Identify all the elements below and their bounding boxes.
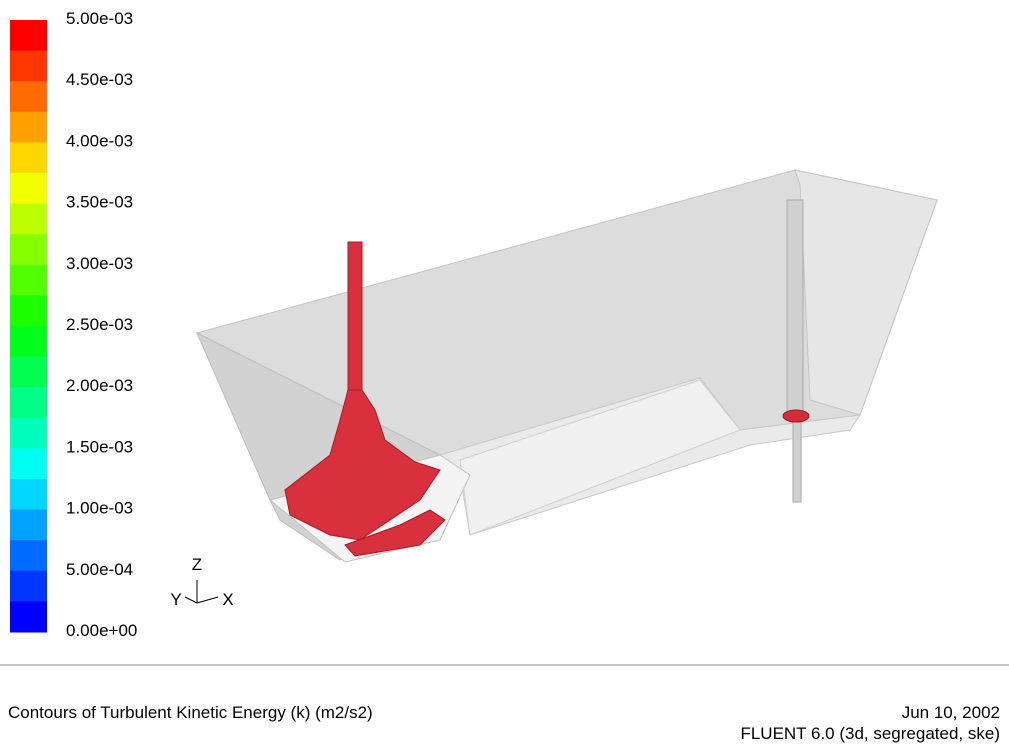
geometry bbox=[195, 169, 938, 563]
colorbar-band bbox=[10, 20, 47, 52]
plume-base bbox=[344, 509, 446, 557]
triad-label: Z bbox=[192, 555, 202, 574]
colorbar-band bbox=[10, 295, 47, 327]
colorbar-band bbox=[10, 142, 47, 174]
colorbar-label: 2.00e-03 bbox=[66, 376, 133, 395]
pipe-ring bbox=[782, 409, 810, 423]
colorbar-band bbox=[10, 203, 47, 235]
colorbar-band bbox=[10, 356, 47, 388]
colorbar-band bbox=[10, 264, 47, 296]
colorbar-band bbox=[10, 81, 47, 113]
colorbar-label: 2.50e-03 bbox=[66, 315, 133, 334]
colorbar-label: 3.00e-03 bbox=[66, 254, 133, 273]
triad: Z Y X bbox=[170, 555, 233, 609]
channel bbox=[459, 379, 741, 536]
colorbar-band bbox=[10, 173, 47, 205]
footer-solver: FLUENT 6.0 (3d, segregated, ske) bbox=[740, 724, 1000, 743]
triad-axis bbox=[196, 596, 219, 604]
colorbar-band bbox=[10, 540, 47, 572]
colorbar-label: 1.00e-03 bbox=[66, 499, 133, 518]
colorbar-band bbox=[10, 570, 47, 602]
pipe-lower bbox=[792, 419, 802, 503]
plume-stem bbox=[347, 241, 363, 393]
colorbar-label: 4.00e-03 bbox=[66, 131, 133, 150]
footer-title: Contours of Turbulent Kinetic Energy (k)… bbox=[8, 703, 373, 722]
colorbar-label: 1.50e-03 bbox=[66, 437, 133, 456]
triad-label: Y bbox=[170, 590, 181, 609]
colorbar-band bbox=[10, 111, 47, 143]
colorbar-band bbox=[10, 601, 47, 633]
colorbar-band bbox=[10, 387, 47, 419]
pipe bbox=[786, 199, 804, 416]
colorbar-label: 5.00e-03 bbox=[66, 9, 133, 28]
colorbar-band bbox=[10, 326, 47, 358]
colorbar-band bbox=[10, 509, 47, 541]
triad-label: X bbox=[222, 590, 233, 609]
colorbar-band bbox=[10, 479, 47, 511]
colorbar-band bbox=[10, 234, 47, 266]
colorbar-label: 5.00e-04 bbox=[66, 560, 133, 579]
colorbar-label: 3.50e-03 bbox=[66, 193, 133, 212]
colorbar: 5.00e-03 4.50e-03 4.00e-03 3.50e-03 3.00e-03… bbox=[10, 9, 137, 640]
colorbar-band bbox=[10, 448, 47, 480]
triad-axis bbox=[184, 596, 198, 604]
plume-body bbox=[284, 389, 441, 541]
side-wall bbox=[794, 169, 938, 416]
colorbar-label: 4.50e-03 bbox=[66, 70, 133, 89]
colorbar-band bbox=[10, 50, 47, 82]
footer-date: Jun 10, 2002 bbox=[902, 703, 1000, 722]
colorbar-label: 0.00e+00 bbox=[66, 621, 137, 640]
colorbar-band bbox=[10, 417, 47, 449]
